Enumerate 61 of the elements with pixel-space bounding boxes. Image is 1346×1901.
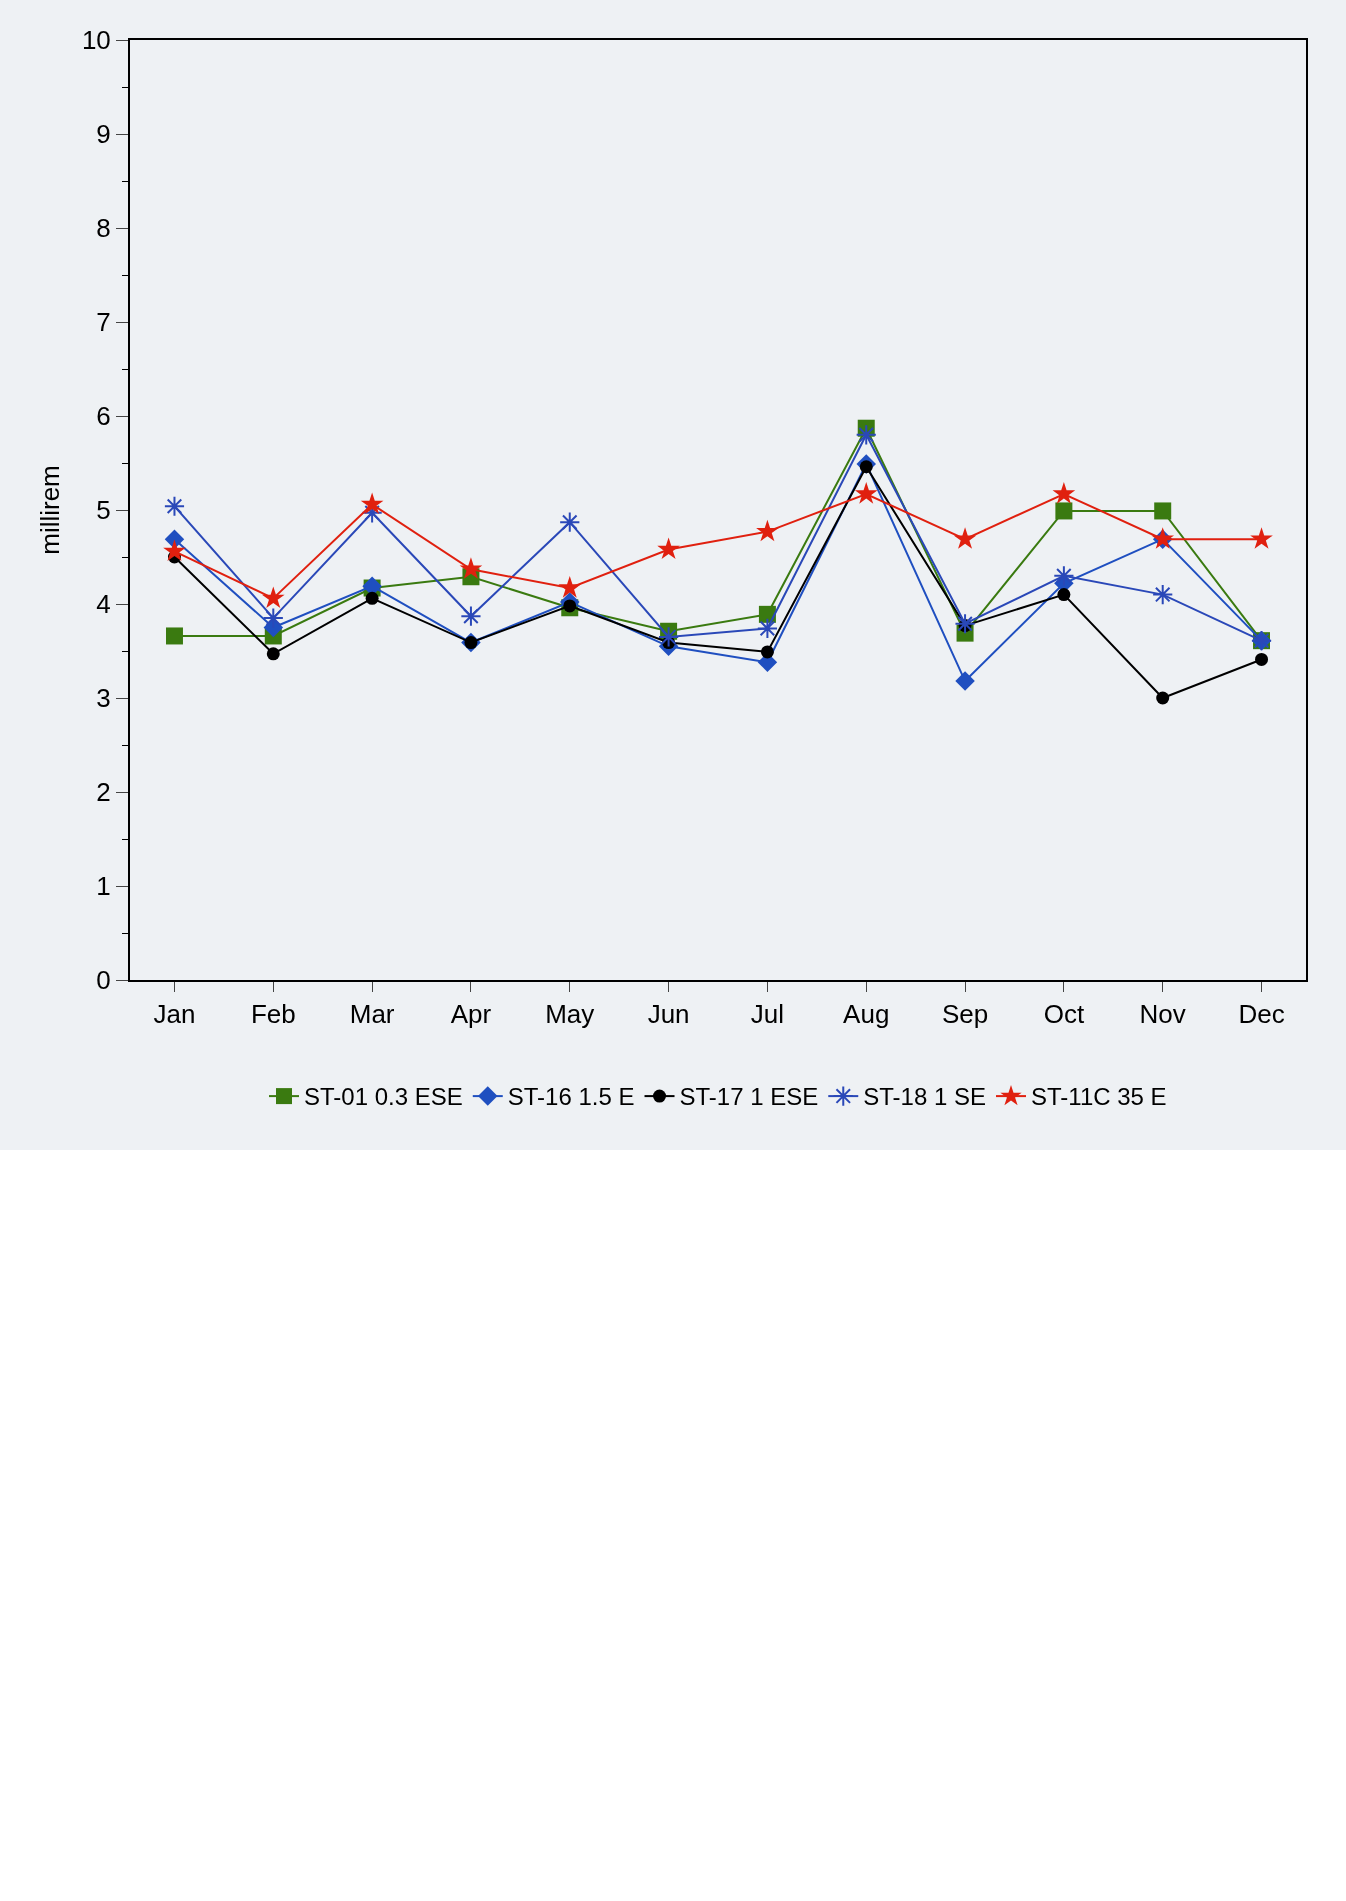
point [953,527,977,549]
y-tick-label: 9 [96,119,111,150]
y-tick-label: 1 [96,871,111,902]
point [954,613,976,635]
point [756,617,779,640]
point [266,647,280,661]
point [360,492,384,514]
point [1052,482,1076,504]
y-tick-label: 10 [81,25,111,56]
point [1053,565,1075,587]
x-tick-label: Apr [450,999,492,1030]
point [365,591,379,605]
point [1057,588,1071,602]
y-tick-label: 3 [96,683,111,714]
point [559,511,581,533]
point [854,482,878,504]
point [261,586,285,608]
x-tick-label: Aug [843,999,890,1030]
y-tick-label: 8 [96,213,111,244]
point [558,576,582,598]
point [163,495,186,517]
x-tick-label: May [545,999,595,1030]
legend-label: ST-01 0.3 ESE [304,1083,463,1111]
y-tick-label: 5 [96,495,111,526]
x-tick-label: Jan [153,999,196,1030]
point [1055,502,1073,520]
legend-label: ST-16 1.5 E [507,1083,635,1111]
point [760,645,774,659]
y-tick-label: 2 [96,777,111,808]
point [460,605,482,627]
x-tick-label: Oct [1043,999,1085,1030]
point [955,671,975,691]
point [262,607,284,629]
legend-label: ST-17 1 ESE [679,1083,819,1111]
point [1255,652,1269,666]
x-tick-label: Sep [941,999,989,1030]
legend-label: ST-11C 35 E [1031,1083,1167,1111]
legend-label: ST-18 1 SE [863,1083,986,1111]
point [855,424,877,446]
y-tick-label: 4 [96,589,111,620]
y-tick-label: 6 [96,401,111,432]
point [165,627,183,645]
point [1152,584,1174,606]
point [657,537,680,560]
x-tick-label: Nov [1139,999,1186,1030]
x-tick-label: Jul [750,999,785,1030]
x-tick-label: Mar [349,999,395,1030]
point [459,557,483,579]
x-tick-label: Jun [647,999,690,1030]
x-tick-label: Feb [250,999,296,1030]
point [1250,527,1273,549]
y-axis-title: millirem [34,465,65,555]
point [657,626,680,648]
point [1154,502,1172,520]
point [563,599,577,613]
point [1156,691,1170,705]
point [756,519,779,542]
y-tick-label: 7 [96,307,111,338]
y-tick-label: 0 [96,965,111,996]
point [163,539,186,561]
x-tick-label: Dec [1238,999,1285,1030]
